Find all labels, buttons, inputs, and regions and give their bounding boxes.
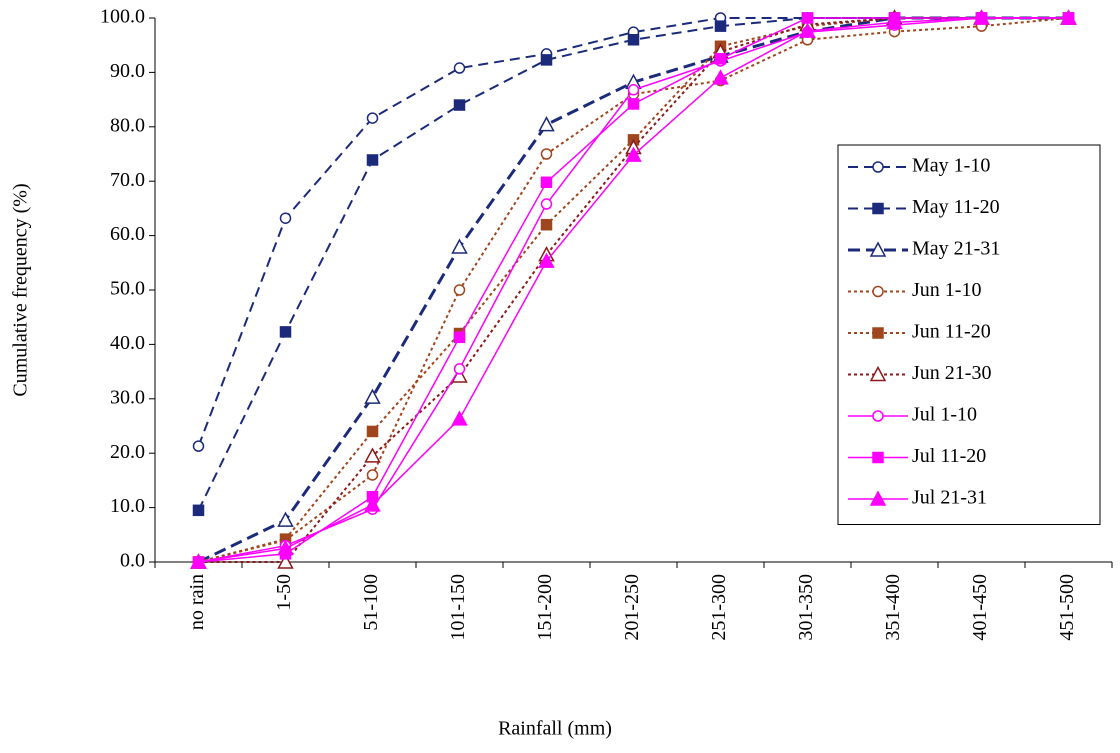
marker <box>869 490 887 506</box>
marker <box>453 363 466 375</box>
marker <box>540 218 553 231</box>
marker <box>973 9 990 25</box>
x-tick-label: no rain <box>186 574 208 630</box>
marker <box>451 410 468 426</box>
marker <box>869 365 887 382</box>
legend-label: Jul 21-31 <box>912 487 987 509</box>
marker <box>192 504 205 517</box>
marker <box>712 69 729 85</box>
legend-label: Jul 1-10 <box>912 404 977 426</box>
legend-label: May 21-31 <box>912 238 1000 260</box>
x-tick-label: 1-50 <box>273 574 295 611</box>
marker <box>364 447 381 463</box>
marker <box>799 22 816 38</box>
marker <box>1060 9 1077 25</box>
y-tick-label: 90.0 <box>110 60 145 82</box>
y-tick-label: 30.0 <box>110 386 145 408</box>
marker <box>366 112 379 124</box>
marker <box>872 327 884 339</box>
x-tick-label: 201-250 <box>621 574 643 641</box>
marker <box>277 511 294 527</box>
y-tick-label: 40.0 <box>110 332 145 354</box>
marker <box>627 84 640 96</box>
marker <box>277 539 294 556</box>
marker <box>714 20 727 32</box>
legend-label: Jun 1-10 <box>912 279 981 301</box>
marker <box>714 53 727 65</box>
x-tick-label: 51-100 <box>360 574 382 631</box>
marker <box>366 425 379 438</box>
marker <box>453 62 466 74</box>
legend-label: May 1-10 <box>912 155 990 177</box>
marker <box>538 252 555 268</box>
marker <box>872 410 884 422</box>
marker <box>192 440 205 452</box>
series <box>190 9 1077 569</box>
marker <box>279 326 292 338</box>
y-tick-label: 20.0 <box>110 441 145 463</box>
legend-label: May 11-20 <box>912 196 1000 218</box>
x-tick-label: 451-500 <box>1056 574 1078 641</box>
y-tick-label: 100.0 <box>100 6 145 28</box>
marker <box>277 553 294 569</box>
x-tick-label: 101-150 <box>447 574 469 641</box>
marker <box>540 54 553 66</box>
y-tick-label: 10.0 <box>110 495 145 517</box>
y-tick-label: 70.0 <box>110 169 145 191</box>
series-line <box>198 17 1069 563</box>
marker <box>872 202 884 215</box>
x-tick-label: 151-200 <box>534 574 556 641</box>
marker <box>869 241 887 257</box>
marker <box>540 176 553 189</box>
marker <box>886 13 903 30</box>
marker <box>190 553 207 569</box>
marker <box>364 388 381 404</box>
marker <box>872 451 884 464</box>
y-tick-label: 60.0 <box>110 223 145 245</box>
legend: May 1-10 May 11-20 May 21-31 Jun 1-10 Jun 11… <box>837 144 1101 525</box>
legend-label: Jun 11-20 <box>912 321 991 343</box>
x-tick-label: 351-400 <box>882 574 904 641</box>
marker <box>627 34 640 46</box>
legend-label: Jun 21-30 <box>912 362 991 384</box>
marker <box>538 116 555 132</box>
marker <box>453 99 466 111</box>
marker <box>364 496 381 512</box>
x-tick-label: 251-300 <box>708 574 730 641</box>
legend-label: Jul 11-20 <box>912 445 986 467</box>
marker <box>627 98 640 110</box>
y-tick-label: 80.0 <box>110 114 145 136</box>
y-tick-label: 0.0 <box>120 550 145 572</box>
x-axis-title: Rainfall (mm) <box>498 718 612 740</box>
y-axis-title: Cumulative frequency (%) <box>10 183 32 396</box>
marker <box>279 212 292 224</box>
marker <box>540 198 553 210</box>
marker <box>872 285 884 298</box>
y-tick-label: 50.0 <box>110 278 145 300</box>
marker <box>366 154 379 166</box>
marker <box>453 331 466 344</box>
marker <box>872 161 884 173</box>
marker <box>540 148 553 160</box>
marker <box>366 469 379 481</box>
marker <box>801 12 814 24</box>
marker <box>453 284 466 296</box>
marker <box>625 146 642 162</box>
x-tick-label: 301-350 <box>795 574 817 641</box>
marker <box>451 238 468 254</box>
x-tick-label: 401-450 <box>969 574 991 641</box>
